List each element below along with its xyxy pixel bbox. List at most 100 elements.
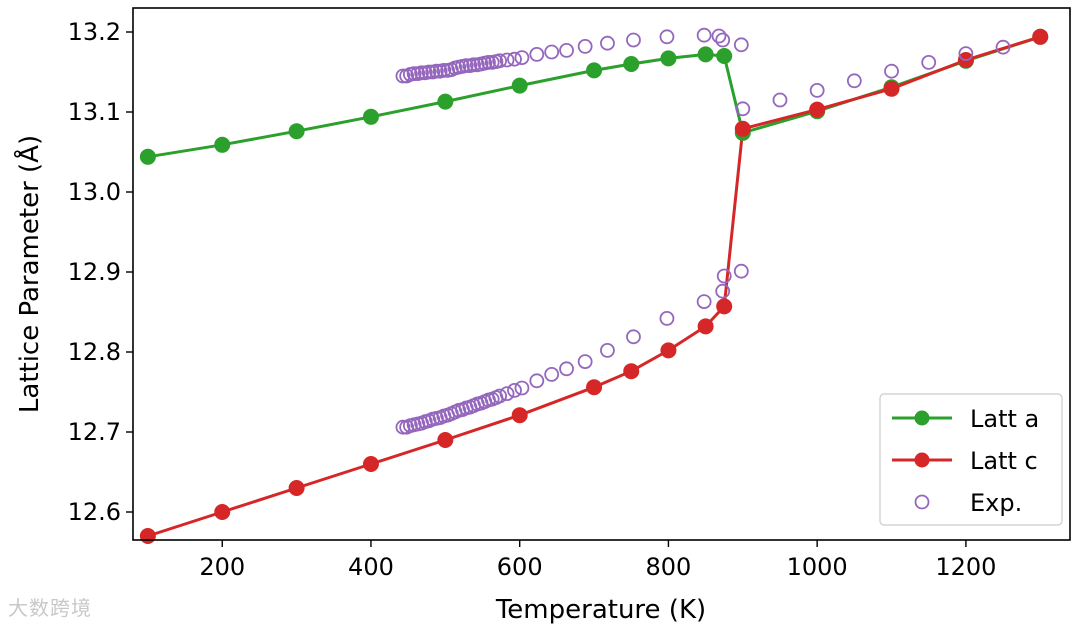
- point-exp: [514, 50, 530, 65]
- x-tick-label: 400: [348, 553, 394, 581]
- point-exp: [600, 35, 615, 51]
- y-axis-title: Lattice Parameter (Å): [13, 135, 45, 413]
- point-exp: [696, 294, 712, 310]
- point-latt-a: [716, 48, 733, 64]
- point-exp: [529, 47, 545, 62]
- y-tick-label: 12.7: [68, 418, 121, 446]
- point-exp: [733, 263, 749, 279]
- x-tick-label: 200: [199, 553, 245, 581]
- point-exp: [492, 388, 508, 404]
- y-tick-label: 12.6: [68, 498, 121, 526]
- legend-marker-latt-a: [914, 410, 930, 426]
- point-latt-c: [437, 432, 454, 448]
- point-exp: [492, 53, 508, 69]
- point-exp: [958, 46, 974, 61]
- point-exp: [507, 51, 522, 67]
- point-exp: [544, 366, 560, 382]
- point-latt-c: [362, 456, 379, 472]
- point-latt-c: [586, 379, 603, 396]
- point-exp: [529, 373, 545, 389]
- series-lines: [147, 35, 1041, 538]
- point-exp: [481, 55, 496, 70]
- legend-label-latt-a: Latt a: [970, 405, 1039, 433]
- point-exp: [429, 63, 444, 79]
- point-exp: [921, 55, 937, 70]
- point-latt-a: [362, 108, 379, 125]
- series-line-latt-a: [147, 35, 1041, 159]
- point-exp: [733, 37, 749, 53]
- point-exp: [600, 342, 615, 358]
- point-exp: [559, 43, 574, 58]
- x-tick-label: 1200: [935, 553, 996, 581]
- point-latt-a: [437, 93, 454, 110]
- point-latt-a: [214, 136, 231, 153]
- point-exp: [715, 283, 731, 299]
- axis-ticks: 200 400 600 800 1000 1200 12.6 12.7 12.8 12.9 13.0…: [68, 18, 997, 581]
- point-latt-c: [809, 101, 826, 118]
- point-exp: [395, 68, 411, 84]
- point-latt-a: [660, 50, 677, 67]
- point-latt-c: [716, 298, 733, 315]
- point-exp: [696, 27, 712, 43]
- point-exp: [406, 66, 422, 81]
- point-exp: [735, 101, 751, 117]
- point-latt-c: [883, 80, 900, 97]
- y-tick-label: 12.9: [68, 258, 121, 286]
- point-exp: [809, 83, 825, 98]
- series-markers: [139, 27, 1049, 544]
- point-exp: [436, 63, 452, 78]
- plot-frame: [132, 7, 1071, 541]
- legend-label-latt-c: Latt c: [970, 447, 1038, 475]
- x-tick-label: 800: [646, 553, 692, 581]
- point-exp: [421, 64, 437, 80]
- legend-marker-exp: [914, 494, 930, 510]
- y-tick-label: 12.8: [68, 338, 121, 366]
- legend-box: [879, 393, 1063, 526]
- point-latt-c: [660, 342, 677, 359]
- point-exp: [395, 419, 411, 435]
- point-latt-c: [623, 363, 640, 380]
- point-exp: [466, 57, 481, 73]
- point-exp: [659, 29, 675, 45]
- point-exp: [884, 63, 899, 79]
- point-latt-a: [511, 77, 528, 94]
- y-tick-label: 13.1: [68, 98, 121, 126]
- x-tick-label: 600: [497, 553, 543, 581]
- point-exp: [414, 65, 429, 81]
- point-latt-a: [623, 56, 640, 72]
- point-latt-c: [288, 480, 305, 496]
- series-line-latt-c: [147, 35, 1041, 538]
- point-latt-a: [697, 46, 714, 63]
- point-exp: [577, 39, 593, 54]
- point-latt-c: [139, 528, 156, 544]
- legend-label-exp: Exp.: [970, 489, 1022, 517]
- point-latt-a: [586, 62, 603, 79]
- watermark: 大数跨境: [8, 596, 92, 620]
- y-tick-label: 13.0: [68, 178, 121, 206]
- point-exp: [507, 382, 522, 398]
- point-exp: [559, 361, 574, 377]
- x-tick-label: 1000: [787, 553, 848, 581]
- point-exp: [716, 268, 732, 284]
- point-exp: [715, 32, 731, 48]
- point-exp: [659, 310, 675, 326]
- point-latt-c: [511, 407, 528, 424]
- x-axis-title: Temperature (K): [495, 595, 706, 625]
- point-exp: [544, 44, 560, 60]
- point-exp: [499, 52, 515, 68]
- point-exp: [514, 380, 530, 396]
- y-tick-label: 13.2: [68, 18, 121, 46]
- point-exp: [499, 386, 515, 402]
- point-exp: [626, 32, 641, 48]
- point-exp: [458, 58, 474, 73]
- point-latt-a: [288, 123, 305, 140]
- point-exp: [711, 28, 727, 44]
- point-latt-a: [139, 148, 156, 165]
- point-exp: [577, 354, 593, 370]
- point-latt-c: [697, 318, 714, 335]
- point-exp: [995, 39, 1011, 55]
- point-latt-c: [734, 120, 751, 137]
- point-latt-c: [214, 504, 231, 520]
- point-exp: [846, 73, 862, 89]
